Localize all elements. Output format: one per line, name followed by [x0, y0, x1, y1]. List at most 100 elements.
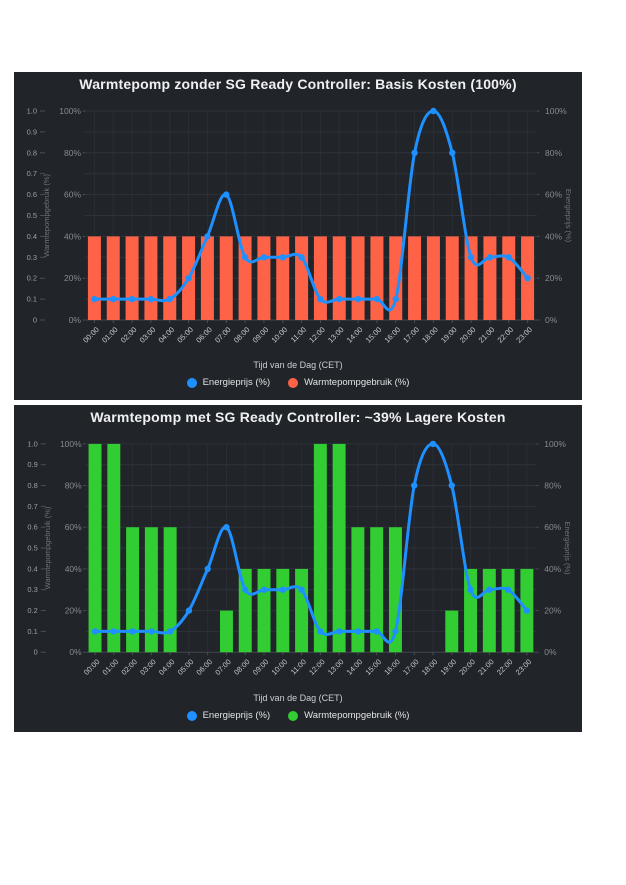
x-tick-label: 09:00 [251, 657, 271, 677]
y-outer-tick-label: 0.2 [27, 606, 37, 615]
x-tick-label: 12:00 [307, 325, 327, 345]
usage-bar [257, 236, 271, 320]
legend-dot-energieprijs [186, 710, 197, 721]
x-tick-label: 17:00 [401, 325, 421, 345]
y-right-percent-label: 40% [545, 231, 562, 241]
usage-bar [163, 527, 177, 653]
y-right-percent-label: 20% [545, 273, 562, 283]
price-line-marker [223, 191, 230, 198]
price-line-marker [128, 295, 136, 303]
y-right-percent-label: 40% [544, 564, 561, 574]
y-outer-tick-label: 0.6 [27, 523, 37, 532]
usage-bar [464, 236, 478, 320]
legend-label-energieprijs: Energieprijs (%) [202, 710, 271, 721]
x-tick-label: 11:00 [289, 325, 308, 344]
x-axis-title: Tijd van de Dag (CET) [253, 693, 343, 703]
y-outer-tick-label: 0.4 [27, 564, 37, 573]
legend-dot-warmtepompgebruik [288, 377, 299, 388]
usage-bar [88, 443, 102, 653]
y-left-percent-label: 0% [69, 647, 82, 657]
price-line-marker [260, 586, 268, 593]
usage-bar [389, 236, 403, 320]
x-tick-label: 07:00 [213, 657, 233, 677]
y-axis-title-left: Warmtepompgebruik (%) [43, 506, 52, 589]
x-tick-label: 06:00 [194, 325, 214, 345]
usage-bar [200, 236, 214, 320]
x-tick-label: 20:00 [458, 325, 478, 345]
y-axis-title-left: Warmtepompgebruik (%) [42, 173, 51, 257]
x-axis-title: Tijd van de Dag (CET) [253, 360, 343, 370]
usage-bar [144, 236, 158, 320]
usage-bar [445, 236, 459, 320]
x-tick-label: 14:00 [345, 657, 365, 677]
x-tick-label: 03:00 [138, 657, 158, 677]
x-tick-label: 10:00 [270, 657, 290, 677]
usage-bar [125, 236, 139, 320]
legend-item-warmtepompgebruik: Warmtepompgebruik (%) [288, 377, 409, 388]
price-line-marker [166, 628, 174, 635]
usage-bar [295, 236, 309, 320]
price-line-marker [91, 628, 99, 635]
price-line-marker [430, 107, 437, 115]
y-left-percent-label: 100% [60, 439, 82, 449]
usage-bar [408, 236, 422, 320]
usage-bar [144, 527, 158, 653]
usage-bar [445, 610, 459, 653]
x-tick-label: 01:00 [100, 325, 120, 345]
legend: Energieprijs (%) Warmtepompgebruik (%) [14, 377, 582, 388]
usage-bar [238, 236, 252, 320]
price-line-marker [505, 254, 512, 261]
price-line-marker [504, 586, 512, 593]
y-outer-tick-label: 0.7 [27, 502, 37, 511]
y-outer-tick-label: 0 [33, 316, 37, 325]
x-tick-label: 18:00 [420, 325, 440, 345]
legend-dot-energieprijs [186, 377, 197, 388]
price-line-marker [317, 628, 324, 635]
price-line-marker [429, 440, 437, 448]
y-left-percent-label: 60% [64, 190, 81, 200]
x-tick-label: 08:00 [232, 657, 252, 677]
price-line-marker [467, 254, 475, 261]
price-line-marker [260, 254, 268, 261]
usage-bar [163, 236, 177, 320]
x-tick-label: 21:00 [477, 325, 497, 345]
usage-bar [257, 568, 271, 653]
x-tick-label: 00:00 [81, 325, 101, 345]
price-line-marker [185, 275, 192, 282]
y-outer-tick-label: 0.8 [27, 148, 37, 157]
chart-plot-sg-ready: 1.0 0.9 0.8 0.7 0.6 0.5 0.4 0.3 0.2 0.1 0 100% 100% 8… [27, 439, 572, 677]
price-line-marker [486, 254, 494, 261]
price-line-marker [411, 149, 418, 156]
price-line [93, 442, 529, 644]
price-line-marker [335, 628, 343, 635]
price-line-marker [486, 586, 493, 593]
y-outer-tick-label: 0.3 [27, 585, 37, 594]
y-right-percent-label: 80% [545, 148, 562, 158]
usage-bar [501, 568, 515, 653]
price-line-marker [336, 295, 343, 303]
legend-label-energieprijs: Energieprijs (%) [202, 377, 271, 388]
y-right-percent-label: 0% [545, 315, 558, 325]
x-tick-label: 07:00 [213, 325, 233, 345]
x-tick-label: 04:00 [157, 657, 177, 677]
price-line-marker [204, 565, 211, 573]
usage-bar [238, 568, 252, 653]
legend-label-warmtepompgebruik: Warmtepompgebruik (%) [304, 377, 410, 388]
x-tick-label: 19:00 [439, 325, 459, 345]
y-outer-tick-label: 0.9 [27, 460, 37, 469]
x-tick-label: 08:00 [232, 325, 252, 345]
usage-bar [313, 443, 327, 653]
x-tick-label: 13:00 [326, 325, 346, 345]
y-right-percent-label: 60% [545, 190, 562, 200]
y-outer-tick-label: 0.7 [27, 169, 37, 178]
legend-item-energieprijs: Energieprijs (%) [186, 710, 271, 721]
x-tick-label: 23:00 [514, 325, 534, 345]
usage-bar [332, 443, 346, 653]
usage-bar [332, 236, 346, 320]
usage-bar [219, 236, 233, 320]
usage-bar [502, 236, 516, 320]
usage-bar [370, 527, 384, 653]
y-left-percent-label: 80% [65, 481, 82, 491]
x-tick-label: 23:00 [514, 657, 534, 677]
price-line-marker [166, 295, 173, 303]
